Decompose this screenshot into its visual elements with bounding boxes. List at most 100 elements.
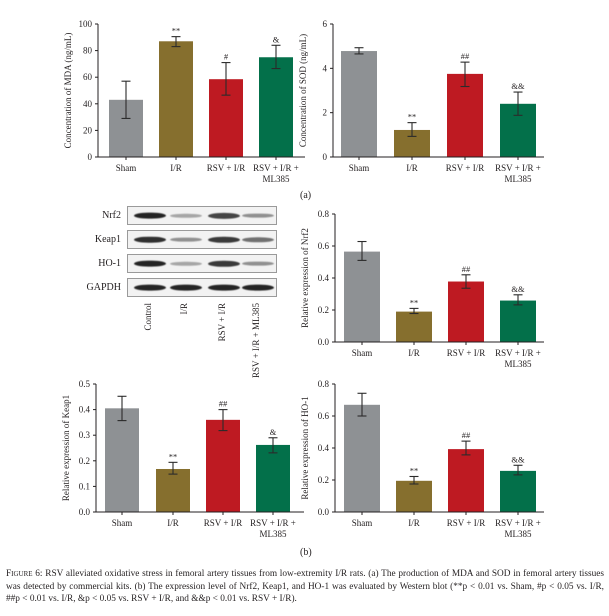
sod-y-axis-label: Concentration of SOD (ng/mL) — [298, 34, 308, 147]
blot-band — [242, 284, 274, 291]
ho1-y-tick-label: 0.8 — [318, 379, 330, 389]
keap1-y-tick-label: 0.3 — [79, 430, 91, 440]
ho1-error-bar-1 — [357, 392, 367, 417]
sod-chart: ** ## && 0 2 4 6 Sham I/R RSV + I/R RSV + I/R +ML3… — [298, 19, 544, 184]
mda-significance-label-3: # — [224, 52, 229, 62]
mda-y-tick-label: 60 — [83, 72, 93, 82]
nrf2-bar-3 — [448, 281, 484, 342]
nrf2-bar-2 — [396, 311, 432, 342]
keap1-y-tick-label: 0.4 — [79, 405, 91, 415]
keap1-error-bar-1 — [117, 395, 127, 422]
ho1-x-tick-label: RSV + I/R + — [495, 518, 541, 528]
nrf2-y-tick-label: 0.8 — [318, 209, 330, 219]
ho1-significance-label-3: ## — [462, 430, 471, 440]
ho1-bar-4 — [500, 470, 536, 512]
mda-error-bar-4 — [271, 44, 281, 70]
mda-y-tick-label: 100 — [79, 19, 93, 29]
ho1-x-tick-label: Sham — [352, 518, 373, 528]
nrf2-bar-4 — [500, 300, 536, 342]
blot-band — [208, 212, 240, 219]
nrf2-chart: ** ## && 0.0 0.2 0.4 0.6 0.8 Sham I/R RSV + I/R RSV… — [300, 209, 544, 369]
nrf2-error-bar-3 — [461, 274, 471, 289]
blot-lane-label: RSV + I/R — [217, 303, 227, 342]
blot-row-label: HO-1 — [98, 258, 121, 269]
keap1-x-tick-label: Sham — [112, 518, 133, 528]
mda-significance-label-4: & — [273, 34, 280, 44]
keap1-chart: ** ## & 0.0 0.1 0.2 0.3 0.4 0.5 Sham I/R RSV + I/R R… — [61, 379, 304, 539]
mda-x-tick-label: ML385 — [263, 174, 291, 184]
nrf2-y-tick-label: 0.0 — [318, 337, 330, 347]
blot-row-ho-1 — [127, 254, 277, 273]
mda-error-bar-1 — [121, 80, 131, 119]
mda-significance-label-2: ** — [172, 26, 181, 36]
mda-bar-4 — [259, 57, 293, 157]
blot-lane-label: RSV + I/R + ML385 — [251, 303, 261, 378]
sod-error-bar-4 — [513, 91, 523, 116]
caption-text: RSV alleviated oxidative stress in femor… — [6, 569, 604, 604]
mda-y-axis-label: Concentration of MDA (ng/mL) — [63, 33, 73, 149]
ho1-bar-1 — [344, 404, 380, 512]
sod-x-tick-label: I/R — [406, 163, 418, 173]
sod-y-tick-label: 2 — [323, 108, 328, 118]
nrf2-x-tick-label: I/R — [408, 348, 420, 358]
sod-x-tick-label: RSV + I/R + — [495, 163, 541, 173]
keap1-significance-label-4: & — [270, 427, 277, 437]
keap1-bar-4 — [256, 444, 290, 512]
keap1-error-bar-2 — [168, 461, 178, 475]
blot-band — [170, 261, 202, 266]
blot-row-label: GAPDH — [86, 282, 121, 293]
nrf2-x-tick-label: Sham — [352, 348, 373, 358]
ho1-y-axis-label: Relative expression of HO-1 — [300, 396, 310, 499]
nrf2-bar-1 — [344, 251, 380, 342]
panel-label-a: (a) — [300, 190, 312, 201]
nrf2-x-tick-label: RSV + I/R + — [495, 348, 541, 358]
nrf2-significance-label-2: ** — [410, 297, 419, 307]
sod-significance-label-3: ## — [461, 51, 470, 61]
blot-band — [134, 260, 166, 267]
mda-bar-2 — [159, 41, 193, 157]
ho1-chart: ** ## && 0.0 0.2 0.4 0.6 0.8 Sham I/R RSV + I/R RSV… — [300, 379, 544, 539]
panel-label-b: (b) — [300, 547, 312, 558]
keap1-bar-2 — [156, 468, 190, 512]
sod-x-tick-label: Sham — [349, 163, 370, 173]
blot-lane-label: Control — [143, 303, 153, 331]
ho1-y-tick-label: 0.6 — [318, 411, 330, 421]
mda-x-tick-label: RSV + I/R — [207, 163, 245, 173]
nrf2-x-tick-label: ML385 — [505, 359, 533, 369]
keap1-significance-label-3: ## — [219, 399, 228, 409]
sod-y-tick-label: 6 — [323, 19, 328, 29]
keap1-x-tick-label: RSV + I/R + — [250, 518, 296, 528]
caption-label: Figure 6: — [6, 569, 43, 579]
keap1-error-bar-4 — [268, 437, 278, 454]
figure-caption: Figure 6: RSV alleviated oxidative stres… — [6, 568, 604, 606]
ho1-y-tick-label: 0.4 — [318, 443, 330, 453]
mda-x-tick-label: RSV + I/R + — [253, 163, 299, 173]
keap1-x-tick-label: RSV + I/R — [204, 518, 242, 528]
ho1-error-bar-4 — [513, 464, 523, 476]
keap1-y-tick-label: 0.5 — [79, 379, 91, 389]
blot-band — [242, 213, 274, 218]
blot-band — [208, 260, 240, 267]
mda-x-tick-label: Sham — [116, 163, 137, 173]
nrf2-y-axis-label: Relative expression of Nrf2 — [300, 228, 310, 328]
mda-y-tick-label: 20 — [83, 125, 93, 135]
blot-band — [170, 213, 202, 218]
blot-row-keap1 — [127, 230, 277, 249]
sod-y-tick-label: 0 — [323, 152, 328, 162]
sod-error-bar-2 — [407, 122, 417, 137]
sod-bar-1 — [341, 51, 377, 157]
nrf2-error-bar-4 — [513, 294, 523, 306]
mda-y-tick-label: 40 — [83, 99, 93, 109]
ho1-error-bar-2 — [409, 475, 419, 485]
blot-band — [208, 236, 240, 243]
keap1-x-tick-label: ML385 — [260, 529, 288, 539]
keap1-bar-1 — [105, 408, 139, 512]
blot-lane-label: I/R — [179, 303, 189, 315]
blot-band — [242, 236, 274, 243]
nrf2-error-bar-2 — [409, 307, 419, 315]
ho1-x-tick-label: I/R — [408, 518, 420, 528]
mda-error-bar-2 — [171, 36, 181, 48]
sod-x-tick-label: RSV + I/R — [446, 163, 484, 173]
keap1-significance-label-2: ** — [169, 451, 178, 461]
